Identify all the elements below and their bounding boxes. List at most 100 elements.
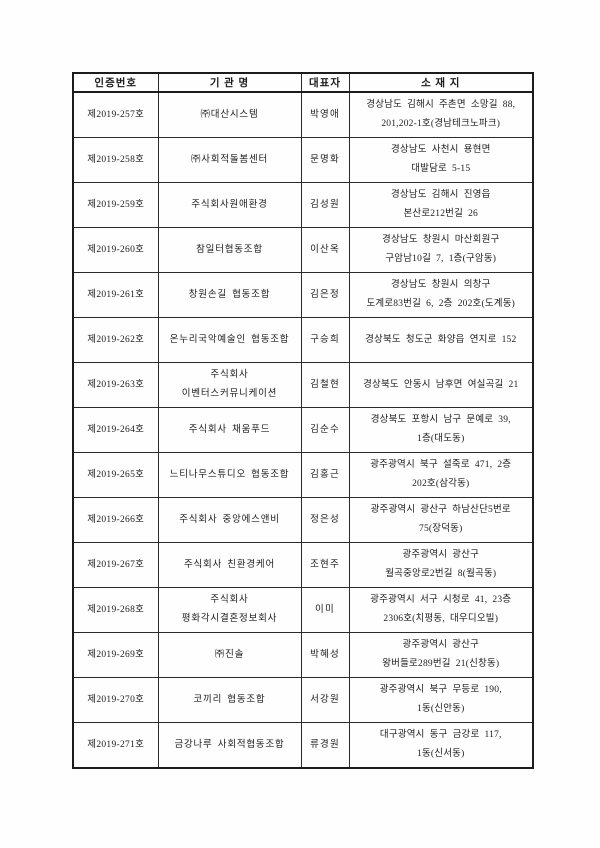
rep-cell: 구승희 (300, 317, 350, 363)
addr-cell-line: 월곡중앙로2번길 8(월곡동) (385, 569, 497, 579)
table-row: 제2019-263호 주식회사 이벤터스커뮤니케이션 김철현 경상북도 안동시 남후면 … (72, 362, 534, 408)
cert-cell: 제2019-264호 (72, 407, 159, 453)
header-cert-number: 인증번호 (72, 72, 159, 93)
rep-cell-line: 김홍근 (310, 469, 340, 480)
org-cell: 느티나무스튜디오 협동조합 (157, 452, 302, 498)
cert-cell-line: 제2019-257호 (87, 109, 145, 120)
org-cell: 금강나루 사회적협동조합 (157, 722, 302, 769)
addr-cell-line: 2306호(치평동, 대우디오빌) (383, 614, 499, 624)
cert-cell-content: 제2019-260호 (74, 228, 158, 272)
cert-cell: 제2019-268호 (72, 587, 159, 633)
rep-cell-content: 김성원 (302, 183, 349, 227)
org-cell-line: 주식회사 (210, 595, 249, 605)
table-row: 제2019-271호 금강나루 사회적협동조합 류경원 대구광역시 동구 금강로 11… (72, 722, 534, 769)
org-cell: 주식회사원애환경 (157, 182, 302, 228)
table-row: 제2019-270호 코끼리 협동조합 서강원 광주광역시 북구 무등로 190, 1동… (72, 677, 534, 723)
cert-cell: 제2019-270호 (72, 677, 159, 723)
addr-cell-line: 광주광역시 서구 시청로 41, 23층 (370, 595, 512, 605)
org-cell-line: 코끼리 협동조합 (193, 694, 266, 705)
addr-cell-line: 광주광역시 광산구 하남산단5번로 (370, 505, 511, 515)
rep-cell-content: 이미 (302, 588, 349, 632)
addr-cell-line: 경상북도 포항시 남구 문예로 39, (370, 415, 511, 425)
addr-cell-line: 대발담로 5-15 (411, 164, 471, 174)
addr-cell-line: 201,202-1호(경남테크노파크) (381, 119, 501, 129)
org-cell-content: ㈜대산시스템 (159, 93, 301, 137)
addr-cell-line: 경상남도 김해시 진영읍 (390, 190, 491, 200)
addr-cell-content: 광주광역시 북구 설죽로 471, 2층 202호(삼각동) (350, 453, 533, 497)
addr-cell-content: 경상남도 창원시 의창구 도계로83번길 6, 2층 202호(도계동) (350, 273, 533, 317)
header-address: 소 재 지 (348, 72, 534, 93)
header-row: 인증번호 기 관 명 대표자 소 재 지 (72, 72, 534, 93)
certification-table: 인증번호 기 관 명 대표자 소 재 지 제2019-257호 ㈜대산시스템 박영애… (72, 72, 534, 769)
addr-cell: 광주광역시 북구 무등로 190, 1동(신안동) (348, 677, 534, 723)
addr-cell-line: 구암남10길 7, 1층(구암동) (385, 254, 497, 264)
rep-cell-line: 이산옥 (310, 244, 340, 255)
rep-cell: 문명화 (300, 137, 350, 183)
rep-cell-content: 김순수 (302, 408, 349, 452)
addr-cell-line: 광주광역시 광산구 (402, 550, 480, 560)
rep-cell-content: 서강원 (302, 678, 349, 722)
rep-cell: 김은정 (300, 272, 350, 318)
org-cell-line: 주식회사 중앙에스앤비 (179, 514, 280, 525)
cert-cell: 제2019-271호 (72, 722, 159, 769)
rep-cell: 김철현 (300, 362, 350, 408)
rep-cell-line: 김순수 (310, 424, 340, 435)
addr-cell-line: 경상북도 안동시 남후면 여실곡길 21 (363, 379, 519, 390)
cert-cell-line: 제2019-258호 (87, 154, 145, 165)
addr-cell-content: 광주광역시 광산구 왕버들로289번길 21(신창동) (350, 633, 533, 677)
cert-cell: 제2019-260호 (72, 227, 159, 273)
addr-cell-content: 경상북도 청도군 화양읍 연지로 152 (350, 318, 533, 362)
addr-cell-line: 경상남도 창원시 마산회원구 (382, 235, 500, 245)
rep-cell: 서강원 (300, 677, 350, 723)
rep-cell-content: 김홍근 (302, 453, 349, 497)
cert-cell-content: 제2019-269호 (74, 633, 158, 677)
rep-cell-content: 류경원 (302, 723, 349, 767)
table-row: 제2019-265호 느티나무스튜디오 협동조합 김홍근 광주광역시 북구 설죽로 4… (72, 452, 534, 498)
org-cell-content: 주식회사 채움푸드 (159, 408, 301, 452)
cert-cell-line: 제2019-267호 (87, 559, 145, 570)
org-cell-line: 느티나무스튜디오 협동조합 (169, 469, 290, 480)
rep-cell: 조현주 (300, 542, 350, 588)
rep-cell: 박혜성 (300, 632, 350, 678)
org-cell-content: 참일터협동조합 (159, 228, 301, 272)
cert-cell: 제2019-259호 (72, 182, 159, 228)
org-cell: 주식회사 친환경케어 (157, 542, 302, 588)
addr-cell-line: 1동(신안동) (417, 704, 465, 714)
cert-cell-line: 제2019-260호 (87, 244, 145, 255)
table-row: 제2019-264호 주식회사 채움푸드 김순수 경상북도 포항시 남구 문예로 39… (72, 407, 534, 453)
org-cell-line: ㈜대산시스템 (200, 109, 259, 120)
table-body: 제2019-257호 ㈜대산시스템 박영애 경상남도 김해시 주촌면 소망길 88, 2… (72, 91, 534, 769)
org-cell-line: 금강나루 사회적협동조합 (174, 739, 285, 750)
addr-cell: 광주광역시 서구 시청로 41, 23층 2306호(치평동, 대우디오빌) (348, 587, 534, 633)
org-cell-line: 주식회사원애환경 (191, 199, 268, 210)
addr-cell-line: 본산로212번길 26 (403, 209, 479, 219)
rep-cell-line: 서강원 (310, 694, 340, 705)
cert-cell-line: 제2019-264호 (87, 424, 145, 435)
rep-cell: 이산옥 (300, 227, 350, 273)
addr-cell-line: 경상남도 창원시 의창구 (390, 280, 491, 290)
org-cell: ㈜사회적돌봄센터 (157, 137, 302, 183)
addr-cell: 경상북도 포항시 남구 문예로 39, 1층(대도동) (348, 407, 534, 453)
rep-cell-content: 정은성 (302, 498, 349, 542)
rep-cell-line: 김철현 (310, 379, 340, 390)
rep-cell-content: 김철현 (302, 363, 349, 407)
org-cell-content: 주식회사 이벤터스커뮤니케이션 (159, 363, 301, 407)
org-cell: 코끼리 협동조합 (157, 677, 302, 723)
cert-cell: 제2019-269호 (72, 632, 159, 678)
rep-cell: 정은성 (300, 497, 350, 543)
addr-cell-line: 대구광역시 동구 금강로 117, (379, 730, 502, 740)
org-cell: 창원손길 협동조합 (157, 272, 302, 318)
addr-cell-content: 대구광역시 동구 금강로 117, 1동(신서동) (350, 723, 533, 767)
cert-cell: 제2019-262호 (72, 317, 159, 363)
addr-cell-content: 경상남도 김해시 주촌면 소망길 88, 201,202-1호(경남테크노파크) (350, 93, 533, 137)
rep-cell-content: 박혜성 (302, 633, 349, 677)
table-row: 제2019-261호 창원손길 협동조합 김은정 경상남도 창원시 의창구 도계로83번… (72, 272, 534, 318)
cert-cell-line: 제2019-263호 (87, 379, 145, 390)
table-row: 제2019-257호 ㈜대산시스템 박영애 경상남도 김해시 주촌면 소망길 88, 2… (72, 91, 534, 138)
org-cell-content: 주식회사원애환경 (159, 183, 301, 227)
org-cell-line: 이벤터스커뮤니케이션 (181, 389, 278, 399)
addr-cell: 경상남도 창원시 의창구 도계로83번길 6, 2층 202호(도계동) (348, 272, 534, 318)
rep-cell: 이미 (300, 587, 350, 633)
rep-cell-line: 이미 (315, 604, 335, 615)
